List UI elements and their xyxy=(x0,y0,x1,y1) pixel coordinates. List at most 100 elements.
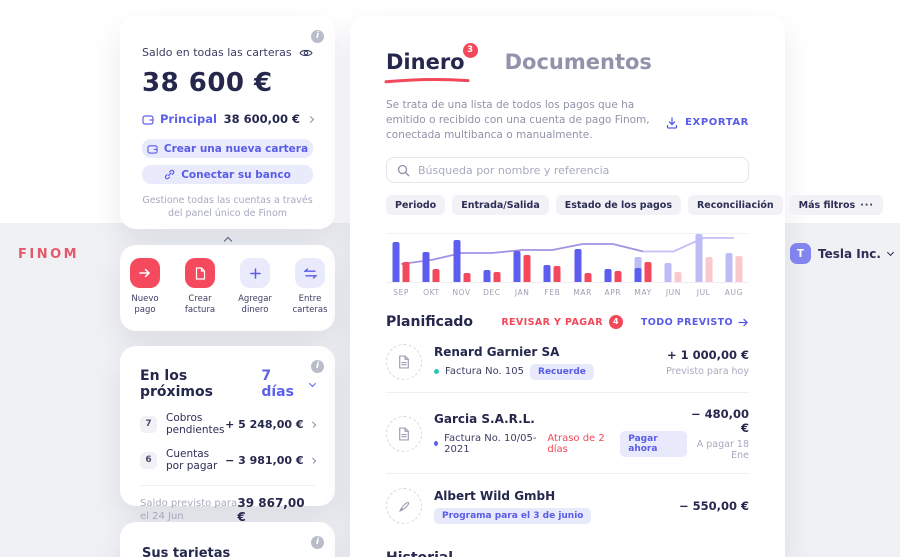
balance-card: i Saldo en todas las carteras 38 600 € P… xyxy=(120,16,335,246)
income-bar xyxy=(453,240,461,282)
month-label: NOV xyxy=(452,288,471,297)
chart-month-group[interactable]: JAN xyxy=(507,233,537,297)
transaction-row[interactable]: Renard Garnier SA Factura No. 105 Recuer… xyxy=(386,344,749,380)
between-wallets-button[interactable]: Entre carteras xyxy=(290,258,330,331)
income-bar xyxy=(392,242,400,282)
link-icon xyxy=(165,169,175,180)
chart-month-group[interactable]: APR xyxy=(598,233,628,297)
bills-to-pay-row[interactable]: 6 Cuentas por pagar − 3 981,00 € xyxy=(140,448,317,472)
filter-reconciliacion[interactable]: Reconciliación xyxy=(687,195,783,215)
tab-label: Documentos xyxy=(504,50,652,74)
company-switcher[interactable]: T Tesla Inc. xyxy=(790,243,894,264)
chart-month-group[interactable]: DEC xyxy=(477,233,507,297)
month-label: MAY xyxy=(634,288,652,297)
period-selector[interactable]: 7 días xyxy=(261,368,294,400)
more-dots-icon: ··· xyxy=(860,199,875,211)
chevron-right-icon xyxy=(309,420,317,428)
search-bar[interactable] xyxy=(386,157,749,183)
count-badge: 6 xyxy=(140,451,157,469)
filter-entrada-salida[interactable]: Entrada/Salida xyxy=(452,195,549,215)
expense-bar xyxy=(493,272,501,282)
wallet-name: Principal xyxy=(160,112,217,126)
review-and-pay-button[interactable]: REVISAR Y PAGAR 4 xyxy=(501,315,623,329)
chart-month-group[interactable]: NOV xyxy=(447,233,477,297)
export-button[interactable]: EXPORTAR xyxy=(666,98,749,143)
review-count-badge: 4 xyxy=(608,315,623,329)
counterparty-name: Albert Wild GmbH xyxy=(434,488,556,503)
month-label: MAR xyxy=(573,288,592,297)
new-payment-button[interactable]: Nuevo pago xyxy=(125,258,165,331)
income-bar xyxy=(695,234,703,282)
expense-bar xyxy=(463,273,471,282)
all-planned-button[interactable]: TODO PREVISTO xyxy=(641,317,749,328)
filter-bar: Periodo Entrada/Salida Estado de los pag… xyxy=(386,195,884,215)
connect-bank-button[interactable]: Conectar su banco xyxy=(142,165,313,184)
transaction-row[interactable]: Albert Wild GmbH Programa para el 3 de j… xyxy=(386,488,749,524)
pay-now-tag[interactable]: Pagar ahora xyxy=(620,430,688,457)
search-input[interactable] xyxy=(418,163,738,177)
info-icon[interactable]: i xyxy=(311,536,324,549)
count-badge: 7 xyxy=(140,415,157,433)
info-icon[interactable]: i xyxy=(311,360,324,373)
active-tab-underline xyxy=(384,77,470,84)
chart-month-group[interactable]: OKT xyxy=(416,233,446,297)
invoice-icon xyxy=(386,416,422,452)
counterparty-name: Renard Garnier SA xyxy=(434,344,560,359)
invoice-icon xyxy=(185,258,215,288)
chart-month-group[interactable]: JUL xyxy=(689,233,719,297)
chart-month-group[interactable]: MAR xyxy=(568,233,598,297)
tab-documentos[interactable]: Documentos xyxy=(505,50,652,74)
eye-icon[interactable] xyxy=(299,48,313,58)
transaction-amount: + 1 000,00 € xyxy=(666,347,749,362)
pending-collections-row[interactable]: 7 Cobros pendientes + 5 248,00 € xyxy=(140,412,317,436)
company-avatar: T xyxy=(790,243,811,264)
collapse-button[interactable] xyxy=(142,229,313,246)
add-money-button[interactable]: Agregar dinero xyxy=(235,258,275,331)
chip-label: Reconciliación xyxy=(696,199,774,211)
month-label: JUL xyxy=(696,288,711,297)
create-invoice-button[interactable]: Crear factura xyxy=(180,258,220,331)
tab-dinero[interactable]: Dinero 3 xyxy=(384,43,478,84)
arrow-right-icon xyxy=(130,258,160,288)
due-label: Previsto para hoy xyxy=(666,365,749,377)
income-bar xyxy=(513,251,521,282)
tab-label: Dinero xyxy=(386,50,465,74)
chart-month-group[interactable]: JUN xyxy=(658,233,688,297)
transaction-row[interactable]: Garcia S.A.R.L. Factura No. 10/05-2021 A… xyxy=(386,407,749,461)
row-label: Cobros pendientes xyxy=(166,412,225,436)
arrow-right-icon xyxy=(738,318,748,326)
reminder-tag[interactable]: Recuerde xyxy=(530,363,594,380)
month-label: JAN xyxy=(514,288,530,297)
panel-description: Se trata de una lista de todos los pagos… xyxy=(386,99,650,141)
planned-title: Planificado xyxy=(386,314,474,330)
month-label: FEB xyxy=(544,288,561,297)
your-cards-card: i Sus tarjetas xyxy=(120,522,335,557)
upcoming-card: i En los próximos 7 días 7 Cobros pendie… xyxy=(120,346,335,524)
chip-label: Estado de los pagos xyxy=(564,199,672,211)
chart-month-group[interactable]: FEB xyxy=(537,233,567,297)
expense-bar xyxy=(674,272,682,282)
income-bar xyxy=(664,263,672,282)
tab-bar: Dinero 3 Documentos xyxy=(384,43,749,84)
filter-estado-pagos[interactable]: Estado de los pagos xyxy=(555,195,681,215)
chart-month-group[interactable]: SEP xyxy=(386,233,416,297)
chart-month-group[interactable]: AUG xyxy=(719,233,749,297)
schedule-tag[interactable]: Programa para el 3 de junio xyxy=(434,507,592,524)
chart-month-group[interactable]: MAY xyxy=(628,233,658,297)
row-amount: + 5 248,00 € xyxy=(225,417,304,431)
income-actual-overlay xyxy=(634,268,642,282)
notification-badge: 3 xyxy=(462,43,478,58)
income-bar xyxy=(574,249,582,282)
wallet-row[interactable]: Principal 38 600,00 € xyxy=(142,112,315,126)
transaction-amount: − 550,00 € xyxy=(678,499,749,513)
create-wallet-button[interactable]: Crear una nueva cartera xyxy=(142,139,313,158)
total-balance: 38 600 € xyxy=(142,68,273,98)
gridline xyxy=(386,233,749,234)
filter-mas-filtros[interactable]: Más filtros ··· xyxy=(789,195,884,215)
info-icon[interactable]: i xyxy=(311,30,324,43)
expense-bar xyxy=(705,257,713,282)
income-bar xyxy=(483,270,491,282)
cashflow-chart: SEP OKT NOV DEC JAN FEB MAR APR MAY JUN JUL AUG xyxy=(386,233,749,297)
filter-periodo[interactable]: Periodo xyxy=(386,195,446,215)
forecast-amount: 39 867,00 € xyxy=(237,496,305,524)
